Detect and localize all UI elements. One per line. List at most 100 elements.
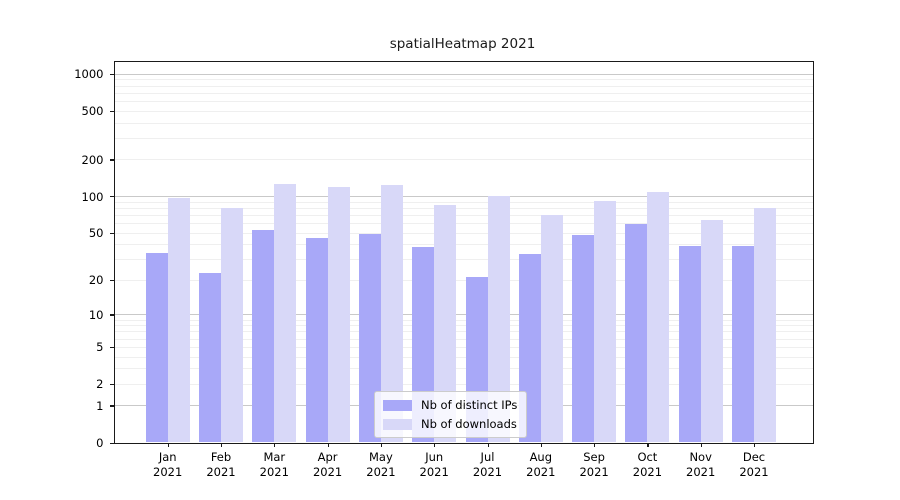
gridline-minor: [114, 356, 813, 358]
gridline-minor: [114, 259, 813, 261]
x-tick-label: Oct 2021: [632, 449, 663, 479]
y-tick-label: 10: [88, 307, 104, 322]
gridline-major: [114, 196, 813, 198]
bar-distinct-ips-feb: [199, 272, 221, 443]
gridline-minor: [114, 331, 813, 333]
gridline-major: [114, 314, 813, 316]
x-tick: [380, 442, 383, 447]
x-tick-label: Aug 2021: [526, 449, 556, 479]
y-tick: [109, 279, 114, 282]
y-tick: [109, 159, 114, 161]
y-tick-label: 0: [96, 436, 104, 450]
legend-swatch-downloads: [383, 418, 412, 430]
x-tick-label: Nov 2021: [686, 449, 716, 479]
bar-downloads-oct: [647, 191, 670, 443]
x-tick: [327, 442, 329, 447]
chart-title: spatialHeatmap 2021: [389, 36, 536, 52]
x-tick-label: Feb 2021: [206, 449, 236, 479]
y-tick: [109, 196, 114, 198]
x-tick: [434, 442, 436, 447]
x-tick: [647, 442, 649, 447]
x-tick-label: Sep 2021: [579, 449, 609, 479]
x-tick: [487, 442, 489, 447]
gridline-minor: [114, 92, 813, 94]
gridline-minor: [114, 110, 813, 112]
bar-downloads-mar: [274, 184, 297, 443]
bar-downloads-nov: [700, 219, 723, 443]
bar-downloads-jun: [434, 205, 457, 443]
gridline-minor: [114, 201, 813, 203]
y-tick-label: 200: [81, 152, 104, 167]
bar-distinct-ips-apr: [305, 238, 328, 443]
y-tick-label: 2: [96, 377, 104, 392]
bar-distinct-ips-sep: [572, 234, 595, 443]
bar-downloads-apr: [327, 187, 350, 443]
y-tick-label: 1000: [74, 67, 104, 82]
gridline-minor: [114, 214, 813, 216]
x-tick-label: May 2021: [366, 449, 396, 479]
bar-downloads-jan: [167, 197, 190, 443]
x-tick: [167, 442, 169, 447]
y-tick-label: 1: [96, 398, 104, 413]
gridline-minor: [114, 207, 813, 209]
y-tick-label: 100: [81, 189, 104, 204]
gridline-minor: [114, 244, 813, 246]
gridline-minor: [114, 368, 813, 370]
gridline-major: [114, 73, 813, 75]
bar-distinct-ips-mar: [252, 229, 275, 443]
y-tick: [109, 442, 114, 444]
bar-downloads-feb: [221, 207, 243, 443]
gridline-minor: [114, 232, 813, 234]
y-tick: [109, 383, 114, 386]
gridline-minor: [114, 100, 813, 102]
y-tick: [109, 405, 114, 407]
y-tick-label: 5: [96, 340, 104, 355]
y-tick-label: 20: [88, 273, 104, 288]
gridline-minor: [114, 325, 813, 327]
legend-label-distinct-ips: Nb of distinct IPs: [421, 398, 518, 412]
bar-distinct-ips-may: [358, 233, 381, 443]
bar-distinct-ips-jan: [145, 252, 168, 443]
x-tick: [540, 442, 542, 447]
plot-area: 0 1 2 5 10 20 50 100 200 500 1000 Jan 2021 Feb 2021…: [74, 60, 814, 479]
x-tick-label: Dec 2021: [739, 449, 769, 479]
bar-downloads-aug: [540, 214, 563, 443]
y-tick: [109, 346, 114, 349]
gridline-minor: [114, 279, 813, 281]
bar-downloads-sep: [594, 201, 617, 443]
y-tick: [109, 73, 114, 75]
bar-distinct-ips-dec: [732, 245, 754, 443]
gridline-minor: [114, 79, 813, 81]
x-tick: [754, 442, 756, 447]
x-tick-label: Jun 2021: [419, 449, 449, 479]
bar-downloads-may: [380, 184, 403, 443]
legend-swatch-distinct-ips: [383, 399, 412, 411]
x-tick: [700, 442, 702, 447]
x-tick: [274, 442, 276, 447]
gridline-minor: [114, 122, 813, 124]
gridline-minor: [114, 383, 813, 385]
gridline-minor: [114, 85, 813, 87]
y-tick-label: 50: [88, 226, 104, 241]
gridline-minor: [114, 346, 813, 348]
bar-downloads-dec: [754, 207, 776, 443]
gridline-minor: [114, 223, 813, 225]
bar-distinct-ips-oct: [625, 223, 648, 443]
legend: Nb of distinct IPs Nb of downloads: [374, 391, 528, 438]
gridline-minor: [114, 137, 813, 139]
y-tick: [109, 232, 114, 234]
x-tick-label: Apr 2021: [312, 449, 343, 479]
bar-distinct-ips-nov: [678, 245, 701, 443]
legend-item-downloads: Nb of downloads: [383, 417, 517, 431]
bar-downloads-jul: [487, 196, 510, 443]
gridline-minor: [114, 319, 813, 321]
gridline-minor: [114, 338, 813, 340]
legend-label-downloads: Nb of downloads: [421, 417, 517, 431]
x-tick: [221, 442, 223, 447]
x-tick-label: Mar 2021: [259, 449, 289, 479]
y-tick-label: 500: [81, 104, 104, 119]
y-tick: [109, 110, 114, 112]
x-tick-label: Jul 2021: [472, 449, 503, 479]
y-tick: [109, 314, 114, 316]
